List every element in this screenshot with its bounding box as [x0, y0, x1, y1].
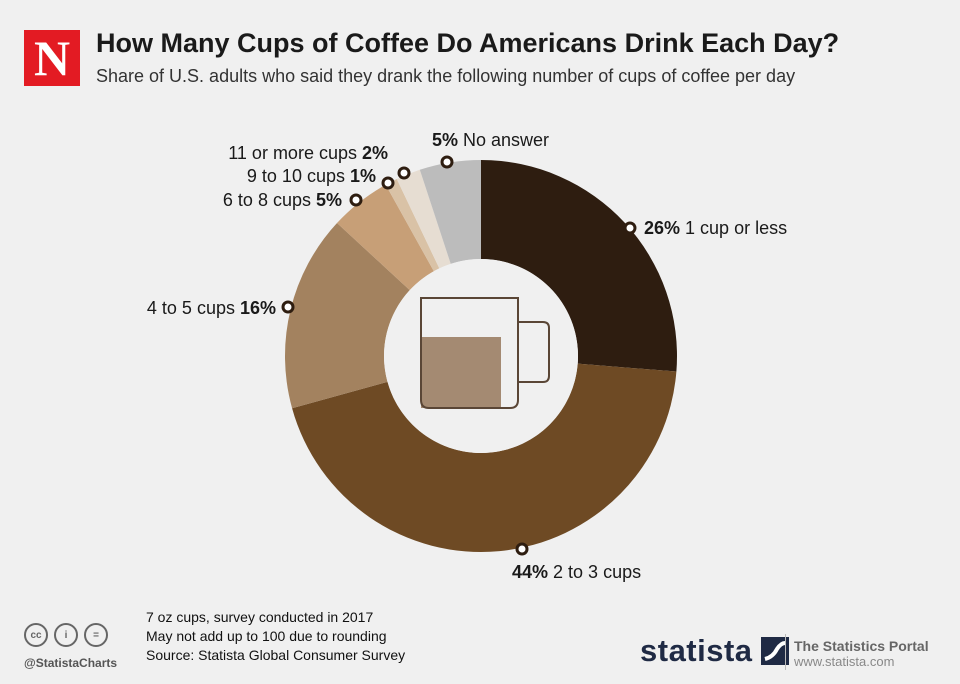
note-rounding: May not add up to 100 due to rounding [146, 628, 387, 644]
marker-4-to-5-cups [281, 300, 295, 314]
label-2-to-3-cups: 44% 2 to 3 cups [512, 562, 641, 582]
value-label: 1% [350, 166, 376, 186]
category-label: 1 cup or less [680, 218, 787, 238]
note-source: Source: Statista Global Consumer Survey [146, 647, 406, 663]
slice-11-or-more-cups [396, 169, 451, 269]
marker-11-or-more-cups [397, 166, 411, 180]
value-label: 16% [240, 298, 276, 318]
slice-1-cup-or-less [481, 160, 677, 372]
statista-logo[interactable]: statista [640, 633, 789, 669]
label-no-answer: 5% No answer [432, 130, 549, 150]
slice-2-to-3-cups [292, 363, 677, 552]
slice-6-to-8-cups [337, 184, 434, 291]
category-label: 2 to 3 cups [548, 562, 641, 582]
marker-6-to-8-cups [349, 193, 363, 207]
category-label: 6 to 8 cups [223, 190, 316, 210]
nd-icon: = [84, 623, 108, 647]
brand-divider [785, 634, 786, 670]
footer-notes: 7 oz cups, survey conducted in 2017 May … [146, 608, 405, 665]
portal-title: The Statistics Portal [794, 638, 929, 654]
newsweek-logo: N [24, 30, 80, 86]
category-label: 11 or more cups [228, 143, 362, 163]
page-subtitle: Share of U.S. adults who said they drank… [96, 66, 796, 86]
label-1-cup-or-less: 26% 1 cup or less [644, 218, 787, 238]
coffee-mug-icon [420, 297, 550, 409]
statistics-portal[interactable]: The Statistics Portal www.statista.com [794, 638, 929, 669]
label-6-to-8-cups: 6 to 8 cups 5% [223, 190, 342, 210]
marker-1-cup-or-less [623, 221, 637, 235]
category-label: 4 to 5 cups [147, 298, 240, 318]
page-title: How Many Cups of Coffee Do Americans Dri… [96, 28, 840, 58]
note-cup-size: 7 oz cups, survey conducted in 2017 [146, 609, 374, 625]
statista-mark-icon [760, 637, 789, 665]
value-label: 5% [316, 190, 342, 210]
marker-2-to-3-cups [515, 542, 529, 556]
label-4-to-5-cups: 4 to 5 cups 16% [147, 298, 276, 318]
marker-no-answer [440, 155, 454, 169]
brand-name: statista [640, 633, 753, 668]
slice-9-to-10-cups [385, 179, 440, 272]
license-icons: cc i = [24, 623, 108, 647]
marker-9-to-10-cups [381, 176, 395, 190]
category-label: No answer [458, 130, 549, 150]
by-icon: i [54, 623, 78, 647]
portal-url: www.statista.com [794, 654, 895, 669]
social-handle: @StatistaCharts [24, 656, 118, 670]
value-label: 5% [432, 130, 458, 150]
value-label: 2% [362, 143, 388, 163]
slice-no-answer [419, 160, 481, 264]
donut-chart: 26% 1 cup or less 44% 2 to 3 cups 4 to 5 c… [147, 130, 787, 582]
slice-4-to-5-cups [285, 223, 410, 409]
label-11-or-more-cups: 11 or more cups 2% [228, 143, 388, 163]
value-label: 44% [512, 562, 548, 582]
value-label: 26% [644, 218, 680, 238]
cc-icon: cc [24, 623, 48, 647]
label-9-to-10-cups: 9 to 10 cups 1% [247, 166, 376, 186]
category-label: 9 to 10 cups [247, 166, 350, 186]
